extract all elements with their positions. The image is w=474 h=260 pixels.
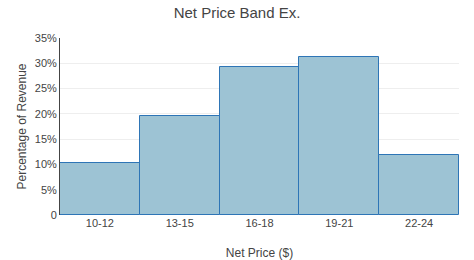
svg-text:19-21: 19-21 (325, 217, 353, 229)
svg-text:0: 0 (51, 209, 57, 221)
svg-text:15%: 15% (35, 133, 57, 145)
svg-text:16-18: 16-18 (245, 217, 273, 229)
svg-text:10%: 10% (35, 158, 57, 170)
svg-text:Net Price ($): Net Price ($) (226, 246, 293, 260)
svg-text:30%: 30% (35, 57, 57, 69)
svg-text:25%: 25% (35, 82, 57, 94)
svg-text:5%: 5% (41, 184, 57, 196)
svg-text:10-12: 10-12 (86, 217, 114, 229)
svg-text:Percentage of Revenue: Percentage of Revenue (15, 63, 29, 189)
svg-text:Net Price Band Ex.: Net Price Band Ex. (174, 4, 301, 21)
svg-text:20%: 20% (35, 108, 57, 120)
svg-text:13-15: 13-15 (166, 217, 194, 229)
svg-text:35%: 35% (35, 32, 57, 44)
svg-text:22-24: 22-24 (405, 217, 433, 229)
